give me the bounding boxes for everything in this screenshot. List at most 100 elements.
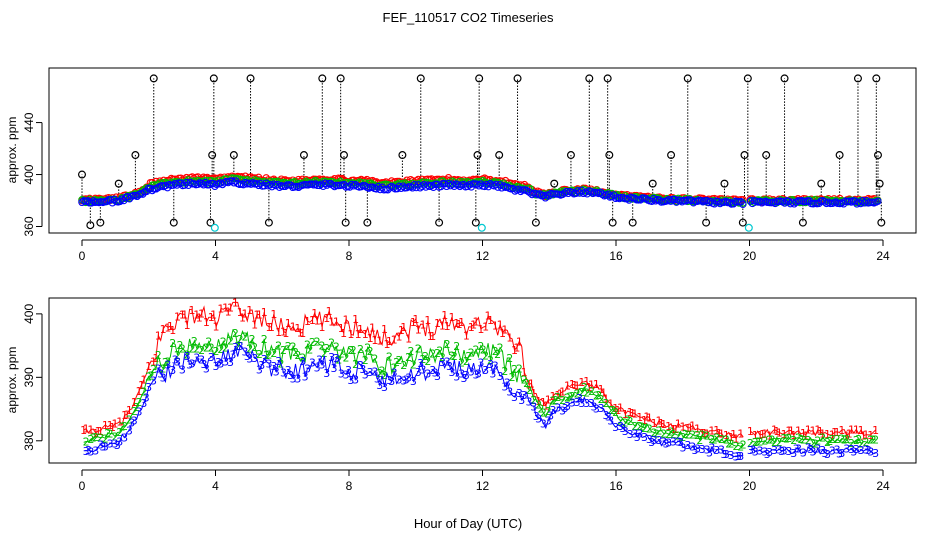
series-3-marker: 3 (299, 355, 306, 368)
series-3-marker: 3 (699, 443, 706, 456)
series-1-marker: 1 (675, 417, 682, 430)
series-3-marker: 3 (473, 369, 480, 382)
series-1-marker: 1 (196, 312, 203, 325)
series-1-marker: 1 (179, 308, 186, 321)
series-3-marker: 3 (511, 391, 518, 404)
series-2-marker: 2 (246, 343, 253, 356)
series-1-marker: 1 (564, 379, 571, 392)
series-1-marker: 1 (347, 328, 354, 341)
series-1-marker: 1 (525, 378, 532, 391)
spike-point (206, 218, 215, 227)
series-2-marker: 2 (841, 433, 848, 446)
series-1-marker: 1 (716, 427, 723, 440)
series-1-marker: 1 (766, 429, 773, 442)
series-1-marker: 1 (448, 311, 455, 324)
series-1-marker: 1 (410, 316, 417, 329)
series-1-marker: 1 (819, 428, 826, 441)
spike-point (566, 151, 575, 160)
series-2-marker: 2 (179, 342, 186, 355)
series-3-marker: 3 (420, 364, 427, 377)
series-2-marker: 2 (535, 399, 542, 412)
series-1-marker: 1 (131, 396, 138, 409)
series-1-marker: 1 (275, 326, 282, 339)
series-3-marker: 3 (352, 373, 359, 386)
series-2-marker: 2 (631, 420, 638, 433)
series-1-marker: 1 (586, 381, 593, 394)
series-3-marker: 3 (316, 353, 323, 366)
series-2-marker: 2 (766, 434, 773, 447)
series-1-marker: 1 (294, 322, 301, 335)
series-1-marker: 1 (817, 425, 824, 438)
series-2-marker: 2 (516, 363, 523, 376)
series-2-marker: 2 (655, 425, 662, 438)
spike-point (585, 74, 594, 83)
series-3-marker: 3 (862, 444, 869, 457)
series-1-marker: 1 (600, 386, 607, 399)
series-2-marker: 2 (395, 354, 402, 367)
series-1-marker: 1 (420, 318, 427, 331)
series-1-marker: 1 (140, 374, 147, 387)
bottom-x-axis: 0 4 8 12 16 20 24 (79, 469, 890, 493)
series-3-marker: 3 (374, 373, 381, 386)
bottom-y-axis: 380 390 400 (22, 304, 43, 451)
series-1-marker: 1 (492, 319, 499, 332)
series-3-marker: 3 (275, 355, 282, 368)
top-x-tick-label: 12 (476, 249, 490, 263)
series-3-marker: 3 (692, 444, 699, 457)
series-1-marker: 1 (383, 338, 390, 351)
series-1-marker: 1 (473, 315, 480, 328)
series-2-marker: 2 (444, 338, 451, 351)
series-2-marker: 2 (858, 437, 865, 450)
series-2-marker: 2 (651, 426, 658, 439)
series-3-marker: 3 (468, 365, 475, 378)
series-1-marker: 1 (160, 323, 167, 336)
series-1-marker: 1 (687, 422, 694, 435)
series-3-marker: 3 (836, 448, 843, 461)
series-3-marker: 3 (145, 381, 152, 394)
series-3-marker: 3 (810, 445, 817, 458)
series-2-marker: 2 (694, 429, 701, 442)
series-3-marker: 3 (706, 446, 713, 459)
series-1-marker: 1 (535, 395, 542, 408)
series-1-marker: 1 (824, 428, 831, 441)
spike-point (246, 74, 255, 83)
series-2-marker: 2 (465, 350, 472, 363)
series-3-marker: 3 (85, 444, 92, 457)
series-3-marker: 3 (270, 360, 277, 373)
series-1-line (83, 301, 876, 440)
series-2-marker: 2 (439, 351, 446, 364)
series-1-marker: 1 (222, 302, 229, 315)
series-3-marker: 3 (434, 370, 441, 383)
spike-point (513, 74, 522, 83)
series-2-marker: 2 (855, 433, 862, 446)
spike-point (77, 170, 86, 179)
series-1-marker: 1 (338, 322, 345, 335)
series-3-marker: 3 (559, 404, 566, 417)
series-3-marker: 3 (323, 367, 330, 380)
series-1-marker: 1 (150, 355, 157, 368)
series-2-marker: 2 (843, 433, 850, 446)
series-2-marker: 2 (682, 428, 689, 441)
series-1-marker: 1 (309, 314, 316, 327)
series-2-marker: 2 (140, 386, 147, 399)
series-2-marker: 2 (824, 436, 831, 449)
series-2-line (83, 329, 876, 447)
series-1-marker: 1 (398, 324, 405, 337)
x-axis-label: Hour of Day (UTC) (414, 516, 522, 531)
series-3-marker: 3 (776, 443, 783, 456)
spike-point (475, 74, 484, 83)
top-x-tick-label: 24 (876, 249, 890, 263)
series-1-marker: 1 (615, 404, 622, 417)
series-2-marker: 2 (205, 335, 212, 348)
series-1-marker: 1 (805, 423, 812, 436)
series-2-marker: 2 (848, 437, 855, 450)
series-3-marker: 3 (345, 364, 352, 377)
series-3-marker: 3 (829, 444, 836, 457)
spike-point (762, 151, 771, 160)
series-3-marker: 3 (487, 358, 494, 371)
series-1-marker: 1 (732, 432, 739, 445)
series-3-marker: 3 (203, 363, 210, 376)
series-1-marker: 1 (607, 398, 614, 411)
series-2-marker: 2 (523, 377, 530, 390)
series-3-marker: 3 (477, 357, 484, 370)
